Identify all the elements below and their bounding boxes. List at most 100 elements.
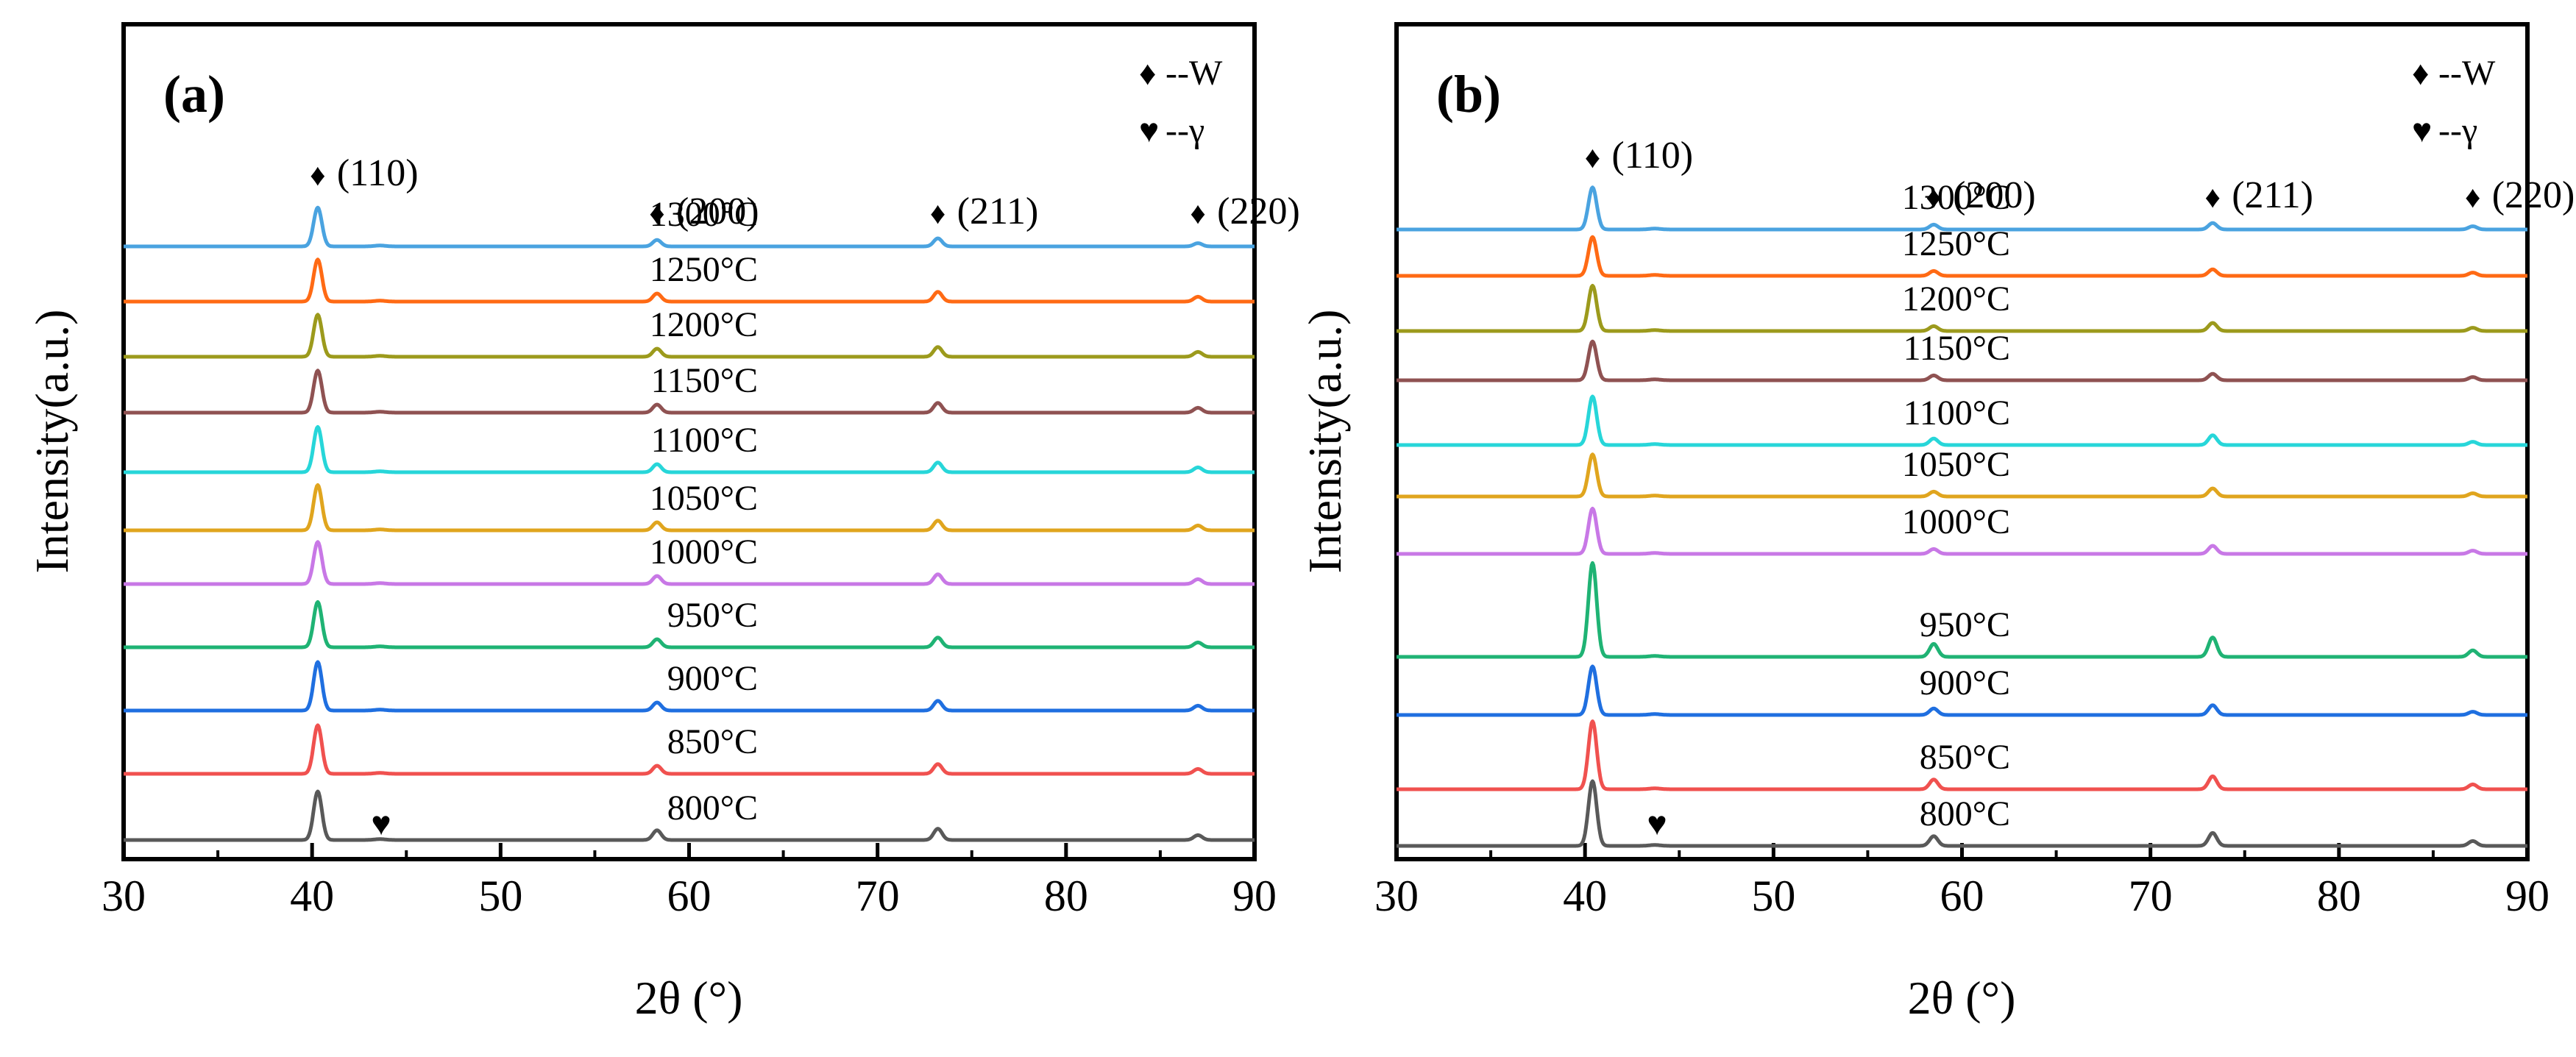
series-line-1200c [1395, 283, 2529, 333]
series-label: 1250°C [1902, 224, 2010, 263]
series-label: 1200°C [650, 305, 758, 344]
series-line-1250c [1395, 235, 2529, 278]
series-line-1050c [1395, 452, 2529, 499]
series-line-1150c [122, 369, 1256, 415]
legend-gamma-symbol: ♥ [1139, 112, 1159, 149]
peak-label: (110) [1611, 135, 1693, 177]
series-label: 950°C [667, 596, 758, 635]
peak-label: (110) [337, 152, 419, 194]
x-tick-label: 90 [1232, 872, 1277, 920]
series-labels: 800°C 850°C 900°C 950°C 1000°C 1050°C 1100°C 11… [1902, 178, 2010, 833]
series-line-850c [122, 723, 1256, 776]
series-line-950c [122, 599, 1256, 649]
x-ticks: 30 40 50 60 70 80 90 [102, 843, 1277, 920]
series-label: 800°C [667, 789, 758, 828]
legend-gamma-symbol: ♥ [2412, 112, 2432, 149]
series-label: 1000°C [1902, 502, 2010, 541]
panel-label: (b) [1436, 65, 1501, 124]
gamma-marker: ♥ [1647, 805, 1667, 842]
series-line-800c [122, 789, 1256, 842]
panel-label: (a) [163, 65, 225, 124]
series-line-1300c [1395, 185, 2529, 232]
series-line-1050c [122, 483, 1256, 533]
legend-gamma-text: --γ [1165, 111, 1204, 150]
legend-w-symbol: ♦ [1139, 54, 1156, 92]
series-line-1300c [122, 205, 1256, 249]
legend-gamma-text: --γ [2438, 111, 2477, 150]
x-tick-label: 60 [667, 872, 712, 920]
peak-label: (200) [1953, 174, 2036, 216]
x-tick-label: 30 [102, 872, 146, 920]
peak-labels: ♦ (110) ♦ (200) ♦ (211) ♦ (220) [1585, 135, 2575, 216]
series-line-1000c [1395, 506, 2529, 556]
peak-label: (211) [957, 191, 1039, 232]
x-axis-label: 2θ (°) [1908, 972, 2016, 1024]
peak-marker-w: ♦ [649, 197, 664, 231]
x-tick-label: 70 [2129, 872, 2173, 920]
peak-marker-w: ♦ [1190, 197, 1205, 231]
series-label: 850°C [667, 722, 758, 761]
series-line-1200c [122, 313, 1256, 359]
x-tick-label: 50 [478, 872, 522, 920]
series-label: 1200°C [1902, 280, 2010, 318]
legend-w-text: --W [1165, 54, 1223, 93]
peak-label: (211) [2232, 174, 2313, 216]
x-tick-label: 60 [1940, 872, 1984, 920]
x-tick-label: 40 [290, 872, 334, 920]
series-line-800c [1395, 779, 2529, 848]
panel-b: 30 40 50 60 70 80 90 800°C 850°C 900°C 950°C 1000°… [1299, 22, 2575, 1024]
peak-marker-w: ♦ [1926, 181, 1941, 215]
legend: ♦ --W ♥ --γ [1139, 54, 1223, 150]
peak-labels: ♦ (110) ♦ (200) ♦ (211) ♦ (220) [310, 152, 1300, 232]
series-label: 1250°C [650, 250, 758, 289]
x-tick-label: 40 [1563, 872, 1607, 920]
series-line-1000c [122, 540, 1256, 586]
peak-marker-w: ♦ [2204, 181, 2220, 215]
series-line-1150c [1395, 339, 2529, 382]
y-axis-label: Intensity(a.u.) [26, 310, 78, 574]
x-axis-label: 2θ (°) [635, 972, 743, 1024]
legend: ♦ --W ♥ --γ [2412, 54, 2496, 150]
series-label: 800°C [1920, 794, 2010, 833]
panel-a: 30 40 50 60 70 80 90 800°C 850°C 900°C 950°C 1000°… [26, 22, 1300, 1024]
series-label: 900°C [1920, 663, 2010, 702]
y-axis-label: Intensity(a.u.) [1299, 310, 1351, 574]
series-label: 1000°C [650, 533, 758, 572]
series-label: 850°C [1920, 738, 2010, 777]
gamma-marker: ♥ [371, 805, 391, 842]
series-label: 1300°C [1902, 178, 2010, 217]
series-line-1250c [122, 257, 1256, 304]
legend-w-text: --W [2438, 54, 2496, 93]
series-layer [1395, 185, 2529, 848]
x-ticks: 30 40 50 60 70 80 90 [1374, 843, 2550, 920]
peak-marker-w: ♦ [930, 197, 945, 231]
series-label: 1150°C [1903, 329, 2010, 368]
peak-marker-w: ♦ [2465, 181, 2480, 215]
series-label: 900°C [667, 659, 758, 698]
series-line-850c [1395, 719, 2529, 791]
x-tick-label: 80 [1044, 872, 1088, 920]
series-label: 1150°C [651, 361, 758, 400]
peak-label: (200) [676, 191, 759, 232]
legend-w-symbol: ♦ [2412, 54, 2429, 92]
peak-marker-w: ♦ [310, 159, 325, 193]
series-line-1100c [122, 424, 1256, 474]
series-label: 1300°C [650, 195, 758, 234]
series-line-900c [1395, 664, 2529, 717]
series-label: 1050°C [650, 479, 758, 518]
x-tick-label: 80 [2317, 872, 2361, 920]
series-label: 1050°C [1902, 445, 2010, 484]
peak-marker-w: ♦ [1585, 141, 1600, 175]
series-line-1100c [1395, 394, 2529, 447]
x-tick-label: 70 [856, 872, 900, 920]
x-tick-label: 90 [2505, 872, 2550, 920]
plot-frame [1394, 22, 2530, 861]
series-labels: 800°C 850°C 900°C 950°C 1000°C 1050°C 1100°C 11… [650, 195, 758, 828]
peak-label: (220) [2492, 174, 2575, 216]
series-label: 1100°C [651, 421, 758, 460]
x-tick-label: 30 [1374, 872, 1419, 920]
x-tick-label: 50 [1751, 872, 1795, 920]
series-layer [122, 205, 1256, 842]
series-line-950c [1395, 560, 2529, 659]
